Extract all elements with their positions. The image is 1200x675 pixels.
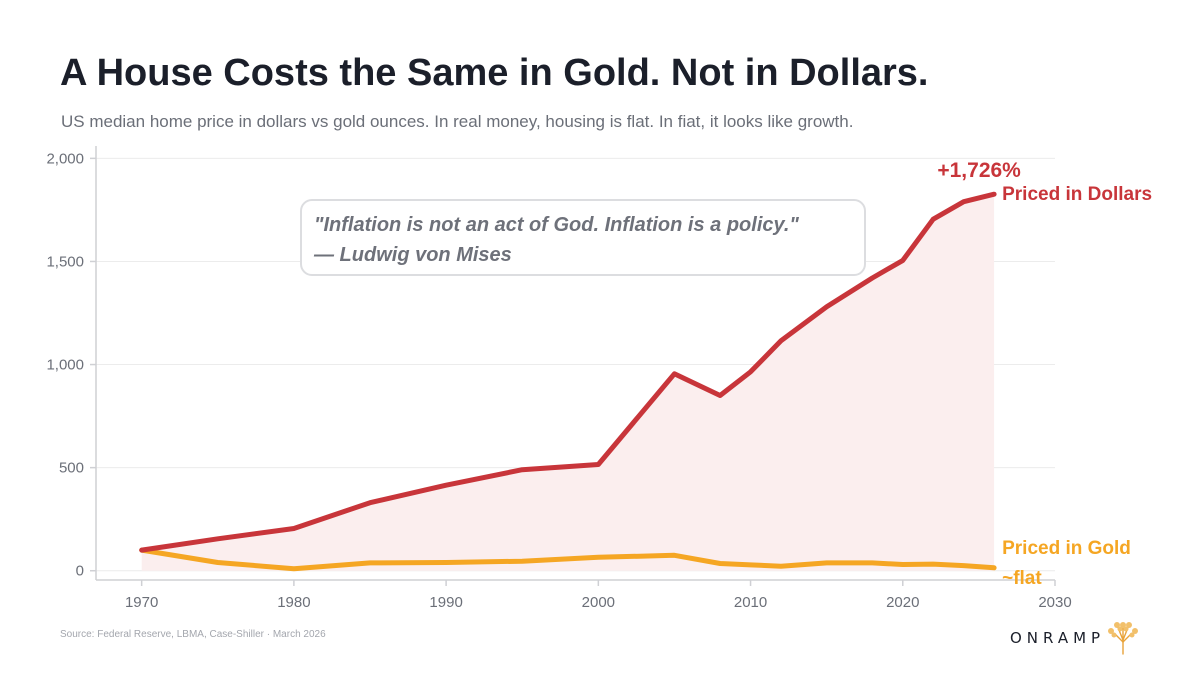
chart-subtitle: US median home price in dollars vs gold … [61, 112, 854, 131]
y-axis-ticks: 0 500 1,000 1,500 2,000 [46, 150, 96, 580]
brand-logo: ONRAMP [1010, 620, 1141, 656]
axes [95, 146, 1055, 581]
quote-box: "Inflation is not an act of God. Inflati… [300, 199, 866, 276]
series-line-gold [139, 547, 997, 572]
quote-text: "Inflation is not an act of God. Inflati… [314, 214, 799, 236]
brand-name: ONRAMP [1010, 629, 1106, 647]
quote-attribution: — Ludwig von Mises [314, 244, 512, 266]
x-tick-label: 1970 [125, 594, 158, 611]
x-tick-label: 2010 [734, 594, 767, 611]
x-axis-ticks: 1970 1980 1990 2000 2010 2020 2030 [125, 580, 1072, 611]
chart-title: A House Costs the Same in Gold. Not in D… [60, 52, 929, 94]
gold-series-label: Priced in Gold [1002, 538, 1131, 559]
x-tick-label: 2020 [886, 594, 919, 611]
gold-flat-annotation: ~flat [1002, 568, 1042, 589]
y-tick-label: 0 [76, 563, 84, 580]
x-tick-label: 2000 [582, 594, 615, 611]
x-tick-label: 2030 [1038, 594, 1071, 611]
source-note: Source: Federal Reserve, LBMA, Case-Shil… [60, 629, 326, 640]
y-tick-label: 1,500 [46, 253, 84, 270]
dollars-series-label: Priced in Dollars [1002, 184, 1152, 205]
y-tick-label: 1,000 [46, 357, 84, 374]
x-tick-label: 1990 [429, 594, 462, 611]
dollars-area-fill [141, 194, 995, 571]
y-tick-label: 500 [59, 460, 84, 477]
y-tick-label: 2,000 [46, 150, 84, 167]
dollars-change-annotation: +1,726% [937, 159, 1021, 182]
series-line-dollars [139, 191, 997, 553]
tree-icon [1108, 622, 1139, 655]
x-tick-label: 1980 [277, 594, 310, 611]
